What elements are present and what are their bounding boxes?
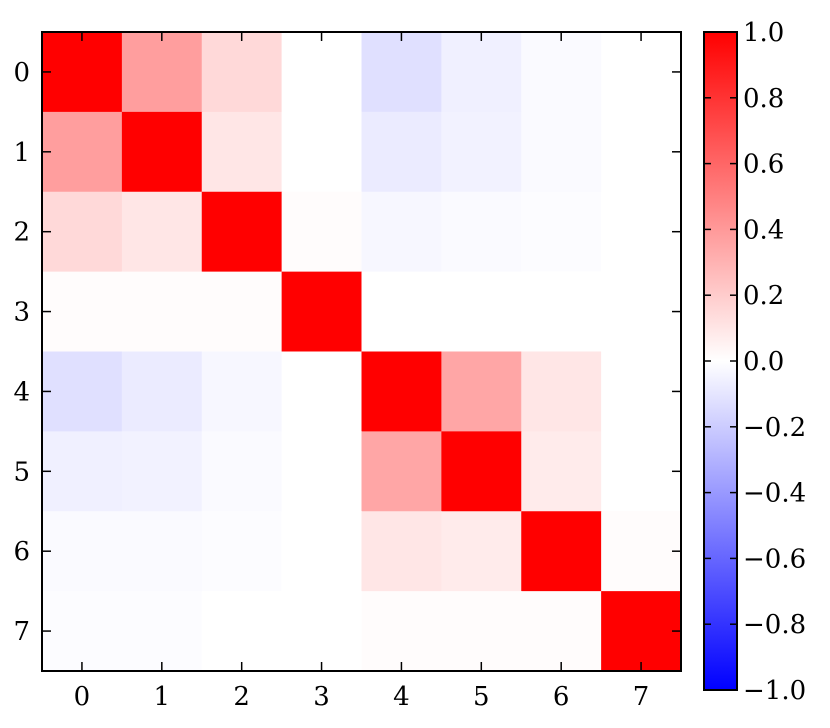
y-tick-label: 3: [13, 298, 30, 328]
x-tick-label: 2: [233, 682, 250, 712]
heatmap-cell-1-0: [42, 111, 123, 193]
heatmap-cell-5-4: [361, 431, 442, 512]
heatmap-cell-2-4: [361, 191, 442, 273]
colorbar-tick-label: 0.8: [743, 84, 784, 114]
colorbar-tick-label: −1.0: [743, 676, 806, 706]
heatmap-cell-1-5: [441, 111, 522, 193]
heatmap-cell-4-2: [201, 351, 283, 432]
x-tick-label: 4: [393, 682, 410, 712]
plot-frame: [41, 31, 682, 672]
y-tick-label: 7: [13, 617, 30, 647]
heatmap-cell-6-5: [441, 511, 522, 592]
heatmap-cell-1-1: [121, 111, 203, 193]
colorbar-tick-label: −0.6: [743, 544, 806, 574]
heatmap-cell-6-2: [201, 511, 283, 592]
heatmap-cell-4-0: [42, 351, 123, 432]
y-tick-labels: 0 1 2 3 4 5 6 7: [13, 58, 30, 647]
heatmap-cell-3-0: [42, 271, 123, 352]
colorbar-tick-label: 1.0: [743, 18, 784, 48]
heatmap-cell-5-2: [201, 431, 283, 512]
colorbar-ticks: [704, 31, 737, 691]
heatmap-cell-5-1: [121, 431, 203, 512]
x-tick-label: 3: [313, 682, 330, 712]
heatmap-cell-3-2: [201, 271, 283, 352]
heatmap-cells: [42, 32, 682, 672]
colorbar-tick-label: −0.8: [743, 610, 806, 640]
colorbar-tick-label: 0.4: [743, 215, 784, 245]
heatmap-cell-6-4: [361, 511, 442, 592]
heatmap-cell-4-3: [281, 351, 362, 432]
heatmap-cell-7-5: [441, 591, 522, 672]
heatmap-cell-3-4: [361, 271, 442, 352]
heatmap-cell-1-6: [521, 111, 602, 193]
heatmap-cell-3-1: [121, 271, 203, 352]
heatmap-cell-0-4: [361, 32, 442, 113]
heatmap-cell-0-3: [281, 32, 362, 113]
heatmap-cell-7-7: [601, 591, 682, 672]
heatmap-cell-5-3: [281, 431, 362, 512]
colorbar-tick-labels: 1.0 0.8 0.6 0.4 0.2 0.0 −0.2 −0.4 −0.6 −0.8 −1.0: [743, 18, 806, 706]
heatmap-cell-4-6: [521, 351, 602, 432]
y-tick-label: 5: [13, 457, 30, 487]
heatmap-cell-2-1: [121, 191, 203, 273]
y-tick-label: 1: [13, 138, 30, 168]
heatmap-cell-7-4: [361, 591, 442, 672]
heatmap-cell-7-0: [42, 591, 123, 672]
colorbar-tick-label: −0.2: [743, 413, 806, 443]
heatmap-cell-7-6: [521, 591, 602, 672]
heatmap-cell-2-3: [281, 191, 362, 273]
heatmap-cell-5-7: [601, 431, 682, 512]
heatmap-cell-3-3: [281, 271, 362, 352]
y-tick-label: 2: [13, 218, 30, 248]
heatmap-cell-0-5: [441, 32, 522, 113]
heatmap-cell-6-7: [601, 511, 682, 592]
x-tick-labels: 0 1 2 3 4 5 6 7: [74, 682, 650, 712]
heatmap-cell-3-7: [601, 271, 682, 352]
colorbar-tick-label: 0.6: [743, 150, 784, 180]
heatmap-cell-0-6: [521, 32, 602, 113]
colorbar-tick-label: 0.2: [743, 281, 784, 311]
heatmap-cell-6-1: [121, 511, 203, 592]
heatmap-cell-0-0: [42, 32, 123, 113]
heatmap-cell-0-2: [201, 32, 283, 113]
x-tick-label: 7: [633, 682, 650, 712]
heatmap-cell-2-5: [441, 191, 522, 273]
heatmap-cell-2-7: [601, 191, 682, 273]
heatmap-cell-7-1: [121, 591, 203, 672]
heatmap-cell-6-3: [281, 511, 362, 592]
heatmap-cell-0-7: [601, 32, 682, 113]
heatmap-cell-7-3: [281, 591, 362, 672]
y-tick-label: 0: [13, 58, 30, 88]
heatmap-cell-6-6: [521, 511, 602, 592]
heatmap-cell-5-5: [441, 431, 522, 512]
heatmap-cell-7-2: [201, 591, 283, 672]
y-tick-label: 4: [13, 377, 30, 407]
x-tick-label: 6: [553, 682, 570, 712]
colorbar-tick-label: −0.4: [743, 479, 806, 509]
y-tick-label: 6: [13, 537, 30, 567]
heatmap-cell-3-6: [521, 271, 602, 352]
heatmap-cell-1-2: [201, 111, 283, 193]
heatmap-cell-4-4: [361, 351, 442, 432]
heatmap-cell-5-0: [42, 431, 123, 512]
heatmap-cell-3-5: [441, 271, 522, 352]
x-tick-label: 5: [473, 682, 490, 712]
heatmap-cell-5-6: [521, 431, 602, 512]
heatmap-cell-2-6: [521, 191, 602, 273]
heatmap-cell-2-0: [42, 191, 123, 273]
heatmap-cell-1-7: [601, 111, 682, 193]
heatmap-cell-1-4: [361, 111, 442, 193]
heatmap-cell-1-3: [281, 111, 362, 193]
colorbar-tick-label: 0.0: [743, 347, 784, 377]
heatmap-cell-6-0: [42, 511, 123, 592]
heatmap-cell-0-1: [121, 32, 203, 113]
heatmap-cell-2-2: [201, 191, 283, 273]
x-tick-label: 0: [74, 682, 91, 712]
x-tick-label: 1: [154, 682, 171, 712]
axis-ticks: [42, 32, 681, 671]
heatmap-cell-4-5: [441, 351, 522, 432]
heatmap-cell-4-7: [601, 351, 682, 432]
heatmap-cell-4-1: [121, 351, 203, 432]
